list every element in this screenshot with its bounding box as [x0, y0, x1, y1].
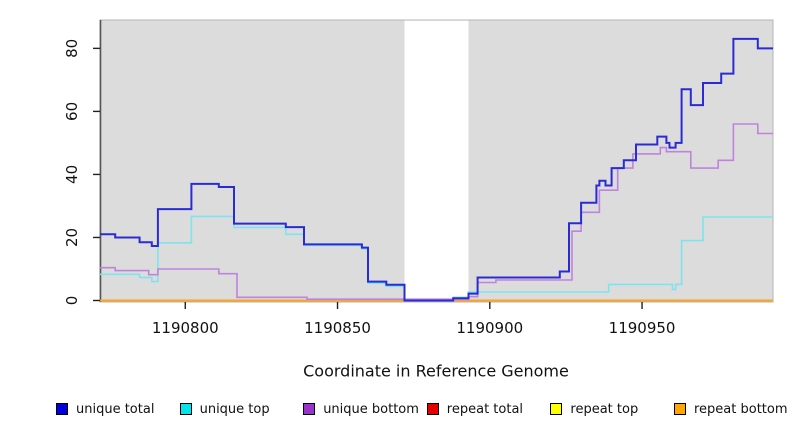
legend-label: repeat bottom [694, 401, 788, 417]
legend-item-repeat-total: repeat total [426, 401, 524, 417]
legend-label: repeat top [570, 401, 639, 417]
x-tick-label: 1190900 [456, 319, 524, 337]
x-tick-label: 1190950 [608, 319, 676, 337]
legend-item-unique-bottom: unique bottom [303, 401, 419, 417]
y-tick-label: 40 [63, 164, 81, 184]
series-unique-bottom [100, 123, 773, 300]
y-tick-label: 0 [63, 295, 81, 306]
repeat-top-swatch-icon [550, 403, 563, 415]
y-tick-label: 80 [63, 38, 81, 58]
legend-label: unique bottom [323, 401, 419, 417]
unique-top-swatch-icon [179, 403, 192, 415]
x-tick-label: 1190850 [304, 319, 371, 337]
no-data-band [404, 20, 469, 302]
legend-label: unique top [199, 401, 270, 417]
legend-label: repeat total [446, 401, 524, 417]
y-tick-label: 20 [63, 227, 81, 248]
x-tick-label: 1190800 [151, 319, 219, 337]
repeat-total-swatch-icon [426, 403, 439, 415]
series-unique-top [100, 215, 773, 302]
legend-item-repeat-top: repeat top [550, 401, 639, 417]
legend: unique total unique top unique bottom re… [0, 0, 792, 417]
unique-total-swatch-icon [56, 403, 68, 415]
legend-item-unique-total: unique total [56, 401, 155, 417]
x-axis-title: Coordinate in Reference Genome [303, 361, 569, 381]
legend-label: unique total [76, 401, 155, 417]
repeat-bottom-swatch-icon [674, 403, 686, 415]
legend-item-unique-top: unique top [179, 401, 270, 417]
unique-bottom-swatch-icon [303, 403, 316, 415]
legend-item-repeat-bottom: repeat bottom [674, 401, 788, 417]
series-unique-total [100, 37, 773, 302]
y-tick-label: 60 [63, 101, 81, 121]
